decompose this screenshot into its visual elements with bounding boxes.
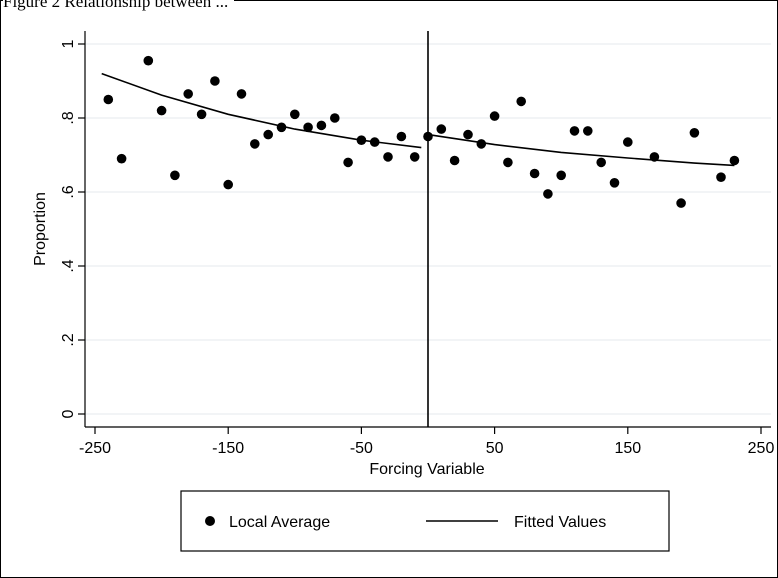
- local-average-point: [236, 89, 247, 99]
- x-ticks: -250 -150 -50 50 150 250: [79, 427, 774, 457]
- local-average-point: [116, 153, 127, 164]
- x-tick-label: 250: [748, 440, 775, 457]
- legend: Local Average Fitted Values: [180, 490, 670, 552]
- local-average-point: [516, 96, 526, 107]
- local-average-point: [556, 170, 566, 181]
- legend-label-local-average: Local Average: [229, 514, 330, 531]
- local-average-point: [649, 152, 660, 162]
- local-average-point: [596, 157, 606, 168]
- legend-marker-local-average: [205, 516, 215, 526]
- local-average-point: [609, 178, 620, 188]
- local-average-point: [463, 129, 473, 140]
- local-average-point: [489, 111, 500, 121]
- local-average-point: [330, 113, 340, 123]
- figure-caption: Figure 2 Relationship between ...: [3, 0, 235, 12]
- x-tick-label: -250: [79, 440, 111, 457]
- x-tick-label: 150: [614, 440, 641, 457]
- local-average-point: [623, 137, 633, 147]
- local-average-point: [383, 152, 393, 162]
- local-average-point: [716, 172, 726, 182]
- local-average-point: [290, 109, 300, 120]
- local-average-point: [729, 155, 740, 166]
- local-average-point: [436, 124, 447, 134]
- local-average-point: [143, 55, 154, 66]
- local-average-point: [543, 189, 553, 199]
- local-average-point: [210, 76, 220, 86]
- x-tick-label: 50: [486, 440, 504, 457]
- local-average-point: [103, 94, 114, 105]
- x-tick-label: -150: [212, 440, 244, 457]
- local-average-point: [156, 105, 167, 116]
- legend-label-fitted-values: Fitted Values: [514, 514, 606, 531]
- y-tick-label: .2: [60, 333, 77, 346]
- y-tick-label: 0: [60, 409, 77, 418]
- local-average-point: [476, 139, 487, 149]
- y-tick-label: 1: [60, 39, 77, 48]
- local-average-point: [689, 128, 700, 138]
- local-average-point: [343, 157, 353, 168]
- local-average-point: [303, 122, 313, 133]
- local-average-points: [103, 55, 740, 208]
- local-average-point: [369, 137, 380, 147]
- local-average-point: [583, 126, 593, 136]
- local-average-point: [396, 131, 407, 142]
- local-average-point: [183, 89, 193, 99]
- local-average-point: [503, 157, 513, 168]
- y-axis-title: Proportion: [32, 192, 49, 266]
- local-average-point: [316, 120, 327, 131]
- local-average-point: [356, 135, 367, 145]
- legend-box: [180, 490, 670, 552]
- x-tick-label: -50: [350, 440, 373, 457]
- local-average-point: [449, 155, 460, 166]
- y-ticks: 0 .2 .4 .6 .8 1: [60, 39, 85, 418]
- local-average-point: [569, 126, 580, 136]
- local-average-point: [423, 131, 433, 142]
- local-average-point: [276, 122, 287, 133]
- local-average-point: [196, 109, 207, 120]
- local-average-point: [529, 168, 540, 179]
- local-average-point: [250, 139, 260, 149]
- x-axis-title: Forcing Variable: [369, 461, 484, 478]
- local-average-point: [676, 198, 686, 208]
- y-tick-label: .4: [60, 259, 77, 272]
- local-average-point: [263, 129, 274, 140]
- local-average-point: [409, 152, 420, 162]
- local-average-point: [223, 179, 233, 190]
- y-tick-label: .8: [60, 111, 77, 124]
- y-tick-label: .6: [60, 185, 77, 198]
- local-average-point: [170, 170, 180, 181]
